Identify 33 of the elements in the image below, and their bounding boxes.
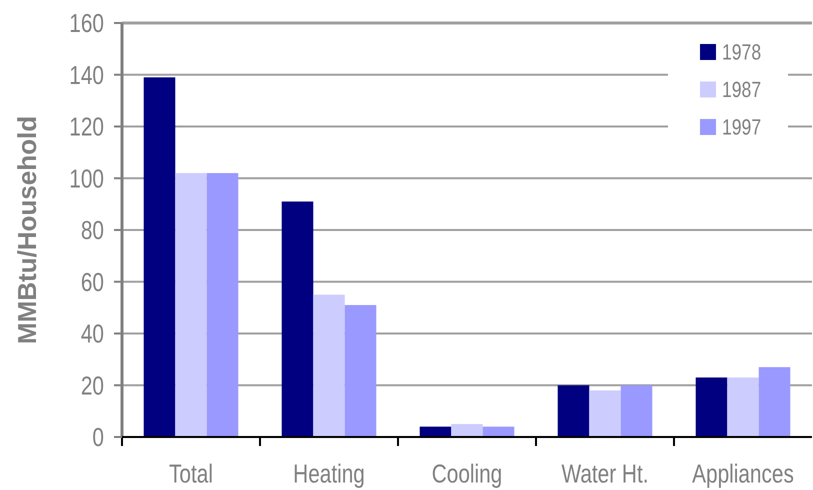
legend-label: 1978 <box>722 40 762 66</box>
x-tick-label: Appliances <box>692 459 794 488</box>
legend-label: 1997 <box>722 116 762 140</box>
y-tick-label: 120 <box>69 112 104 142</box>
bar <box>313 294 345 437</box>
bar <box>558 385 590 437</box>
bar <box>727 377 759 437</box>
bar <box>175 173 207 437</box>
y-axis-title: MMBtu/Household <box>12 116 42 344</box>
y-tick-label: 160 <box>69 8 104 38</box>
y-tick-label: 40 <box>80 319 104 348</box>
legend-label: 1987 <box>722 78 762 103</box>
bar <box>589 390 621 437</box>
bar <box>482 426 514 437</box>
bar <box>344 305 376 437</box>
bar <box>451 424 483 437</box>
bar <box>420 426 452 437</box>
y-tick-label: 20 <box>80 371 104 400</box>
bar <box>758 367 790 437</box>
bar <box>206 173 238 437</box>
x-tick-label: Heating <box>293 459 365 488</box>
x-tick-label: Total <box>169 459 213 488</box>
y-tick-label: 140 <box>69 60 104 90</box>
bar <box>620 385 652 437</box>
x-tick-label: Cooling <box>432 459 502 488</box>
bar <box>282 202 314 437</box>
y-tick-label: 0 <box>92 422 104 452</box>
y-tick-label: 100 <box>69 164 104 193</box>
bar <box>144 77 176 437</box>
y-tick-label: 80 <box>80 216 104 245</box>
y-tick-label: 60 <box>80 268 104 296</box>
x-tick-label: Water Ht. <box>561 459 649 488</box>
bar <box>696 377 728 437</box>
